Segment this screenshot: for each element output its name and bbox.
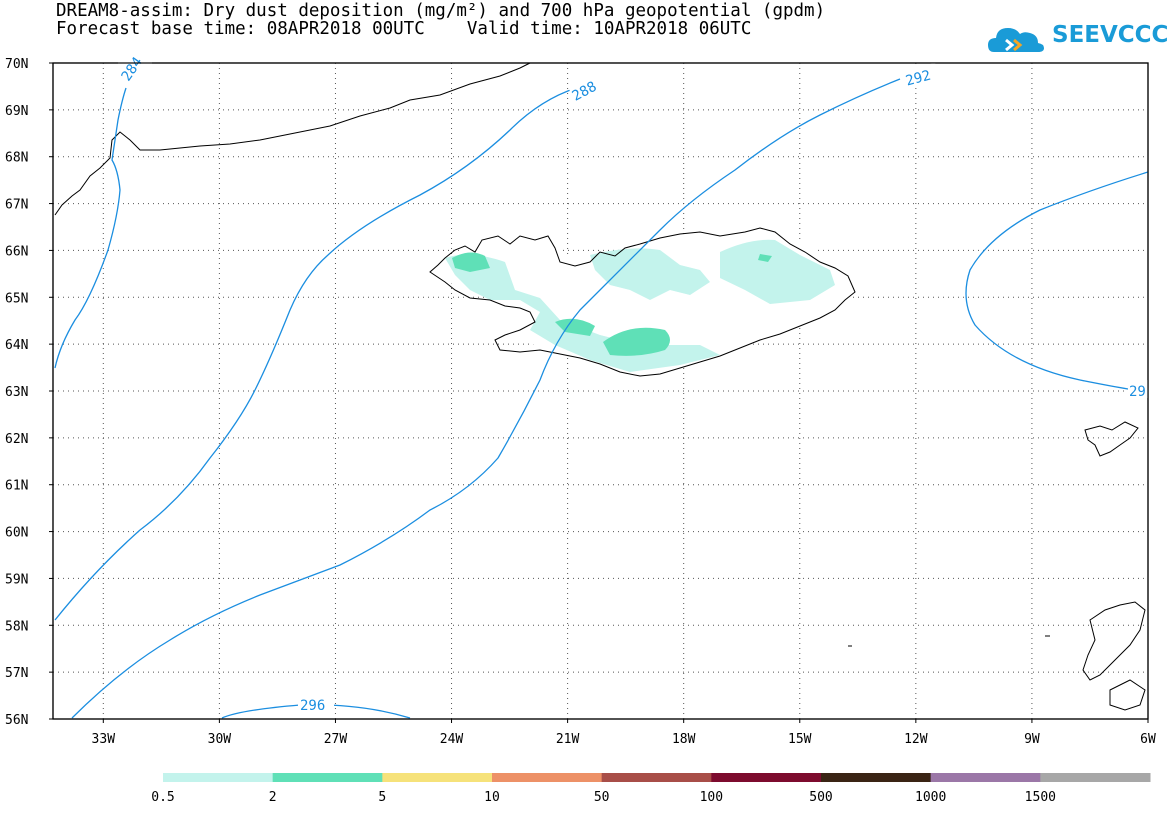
contour-label-292: 292: [904, 68, 933, 90]
lat-label: 66N: [5, 244, 28, 259]
colorbar-label: 500: [809, 790, 832, 805]
lon-label: 6W: [1140, 732, 1156, 747]
lat-label: 63N: [5, 385, 28, 400]
colorbar-label: 1500: [1025, 790, 1056, 805]
lat-label: 60N: [5, 526, 28, 541]
cloud-icon: [988, 28, 1044, 52]
contour-284: [54, 87, 127, 369]
colorbar-label: 10: [484, 790, 500, 805]
lon-label: 18W: [672, 732, 696, 747]
lon-label: 12W: [904, 732, 928, 747]
lat-label: 62N: [5, 432, 28, 447]
contour-292-west: [71, 78, 901, 719]
contour-288: [54, 87, 577, 621]
colorbar-label: 2: [269, 790, 277, 805]
contour-label-296: 296: [300, 698, 325, 714]
dust-deposition-field: [445, 230, 853, 374]
colorbar: 0.5 2 5 10 50 100 500 1000 1500: [151, 773, 1151, 805]
lon-label: 15W: [788, 732, 812, 747]
lon-label: 30W: [208, 732, 232, 747]
lon-label: 27W: [324, 732, 348, 747]
lat-label: 67N: [5, 198, 28, 213]
latitude-labels: 70N 69N 68N 67N 66N 65N 64N 63N 62N 61N 60N 59N 58N 5…: [5, 57, 53, 728]
lat-label: 68N: [5, 151, 28, 166]
lat-label: 65N: [5, 291, 28, 306]
lat-label: 56N: [5, 713, 28, 728]
colorbar-label: 0.5: [151, 790, 174, 805]
lon-label: 24W: [440, 732, 464, 747]
plot-frame: [52, 62, 1149, 720]
colorbar-swatch: [821, 773, 932, 782]
lon-label: 33W: [92, 732, 116, 747]
lat-label: 57N: [5, 666, 28, 681]
contour-label-29: 29: [1129, 384, 1146, 400]
logo-text: SEEVCCC: [1052, 22, 1169, 48]
lon-label: 21W: [556, 732, 580, 747]
colorbar-swatch: [163, 773, 274, 782]
colorbar-swatch: [492, 773, 603, 782]
coastlines: [54, 62, 1146, 711]
colorbar-label: 50: [594, 790, 610, 805]
lat-label: 69N: [5, 104, 28, 119]
colorbar-label: 1000: [915, 790, 946, 805]
colorbar-swatch: [1040, 773, 1151, 782]
longitude-labels: 33W 30W 27W 24W 21W 18W 15W 12W 9W 6W: [92, 719, 1156, 747]
chart-title-line1: DREAM8-assim: Dry dust deposition (mg/m²…: [56, 1, 826, 21]
colorbar-swatch: [272, 773, 383, 782]
contour-292-east: [965, 171, 1149, 390]
lat-label: 61N: [5, 479, 28, 494]
lat-label: 58N: [5, 619, 28, 634]
colorbar-swatch: [601, 773, 712, 782]
colorbar-label: 100: [700, 790, 723, 805]
colorbar-swatch: [711, 773, 822, 782]
lat-label: 59N: [5, 572, 28, 587]
colorbar-swatch: [930, 773, 1041, 782]
lon-label: 9W: [1024, 732, 1040, 747]
colorbar-swatch: [382, 773, 493, 782]
colorbar-label: 5: [378, 790, 386, 805]
chart-title-line2: Forecast base time: 08APR2018 00UTC Vali…: [56, 19, 752, 39]
lat-label: 70N: [5, 57, 28, 72]
geopotential-contours: [54, 78, 1149, 719]
lat-label: 64N: [5, 338, 28, 353]
